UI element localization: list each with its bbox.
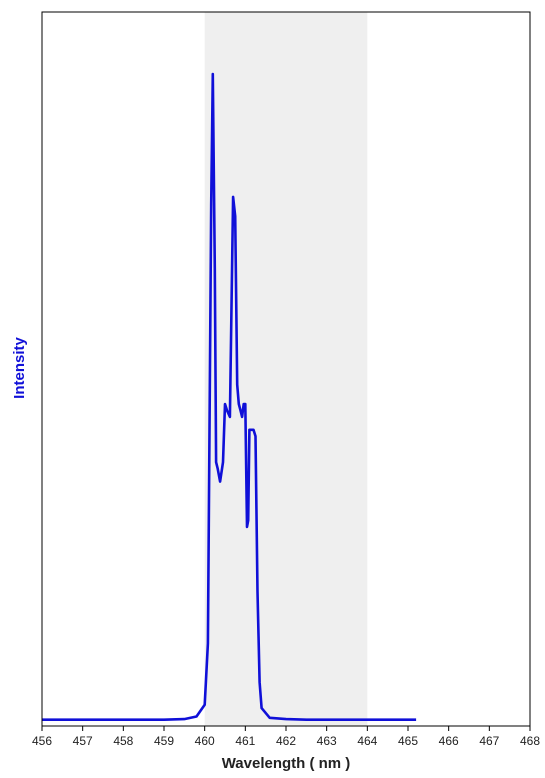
- x-axis-ticks: [41, 726, 531, 731]
- x-tick-label: 465: [398, 734, 418, 748]
- x-axis-title: Wavelength ( nm ): [222, 755, 351, 772]
- x-tick-label: 456: [32, 734, 52, 748]
- series-line: [42, 72, 417, 722]
- x-tick-label: 467: [479, 734, 499, 748]
- x-tick-label: 460: [195, 734, 215, 748]
- x-tick-label: 461: [235, 734, 255, 748]
- x-tick-label: 463: [317, 734, 337, 748]
- y-axis-title: Intensity: [11, 337, 28, 399]
- x-tick-label: 466: [439, 734, 459, 748]
- x-tick-label: 468: [520, 734, 540, 748]
- plot-frame: [41, 11, 531, 727]
- x-tick-label: 464: [357, 734, 377, 748]
- x-tick-label: 459: [154, 734, 174, 748]
- highlight-band: [204, 12, 368, 726]
- x-tick-label: 457: [73, 734, 93, 748]
- x-tick-label: 458: [113, 734, 133, 748]
- x-tick-label: 462: [276, 734, 296, 748]
- x-axis-tick-labels: 456 457 458 459 460 461 462 463 464 465 466 467 468: [32, 734, 540, 748]
